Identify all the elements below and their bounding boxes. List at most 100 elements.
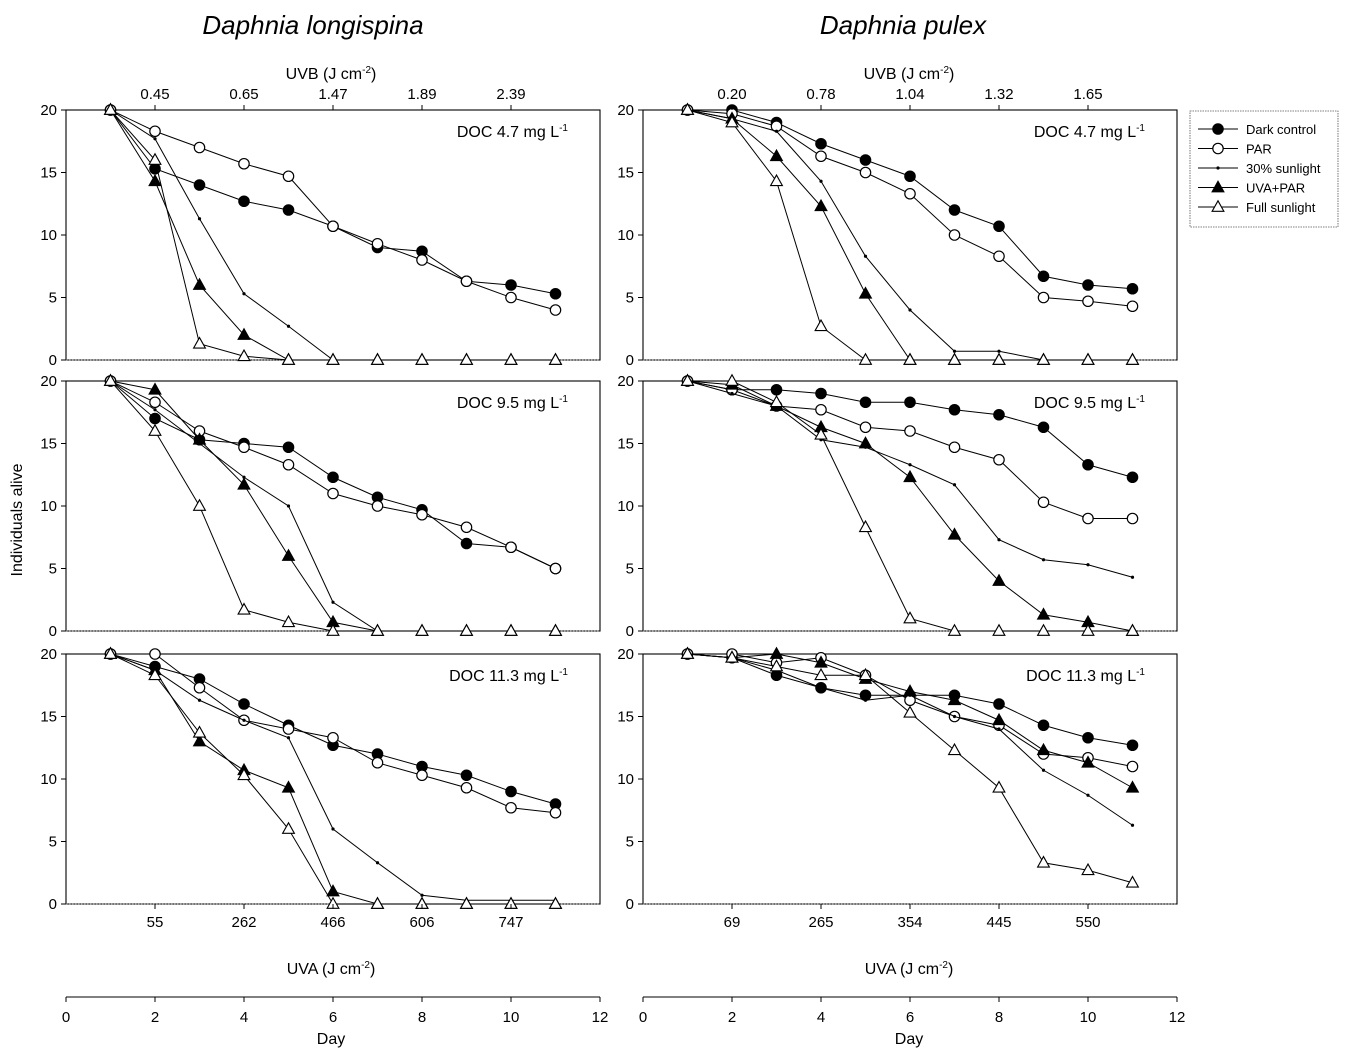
y-tick-label: 20 <box>40 646 57 663</box>
uvb-tick-label: 1.47 <box>318 86 347 103</box>
data-point <box>814 667 828 681</box>
data-point <box>863 698 868 702</box>
data-point <box>192 277 207 290</box>
data-point <box>505 541 517 554</box>
data-point <box>286 324 291 328</box>
data-point <box>1082 295 1094 308</box>
data-point <box>459 896 474 909</box>
y-tick-label: 5 <box>49 834 57 851</box>
data-point <box>282 204 295 216</box>
y-tick-label: 15 <box>40 436 57 453</box>
data-point <box>947 742 962 756</box>
y-tick-label: 10 <box>617 498 634 515</box>
data-point <box>952 714 957 719</box>
data-point <box>730 391 734 396</box>
day-axis-left: 0 2 4 6 8 10 12 <box>62 996 609 1026</box>
data-point <box>1037 270 1050 283</box>
legend: Dark control PAR 30% sunlight UVA+PAR Full s… <box>1189 110 1339 228</box>
data-point <box>1126 282 1139 295</box>
data-point <box>460 275 473 288</box>
day-tick-label: 8 <box>418 1009 426 1026</box>
data-point <box>548 352 563 365</box>
legend-label: 30% sunlight <box>1246 161 1321 176</box>
data-point <box>774 129 779 133</box>
data-point <box>908 308 912 312</box>
uva-tick-label: 747 <box>498 914 523 931</box>
data-point <box>993 698 1005 710</box>
uvb-tick-label: 0.78 <box>806 86 835 103</box>
data-point <box>1125 780 1140 793</box>
data-point <box>149 648 161 660</box>
series-dark-control <box>681 104 1139 295</box>
data-point <box>192 336 207 349</box>
data-point <box>281 548 296 561</box>
data-point <box>1126 760 1139 773</box>
data-point <box>148 152 162 165</box>
panel-longispina-row3: 0 5 10 15 20 DOC 11.3 mg L-1 55 262 466 606 747 <box>40 646 601 931</box>
data-point <box>153 137 157 141</box>
y-tick-label: 5 <box>626 561 634 578</box>
data-point <box>1082 458 1094 471</box>
data-point <box>192 734 207 747</box>
data-point <box>282 458 295 471</box>
data-point <box>814 655 828 668</box>
day-tick-label: 6 <box>906 1009 914 1026</box>
data-point <box>1126 512 1139 525</box>
series-line <box>110 653 556 901</box>
doc-label: DOC 9.5 mg L-1 <box>1034 394 1146 412</box>
data-point <box>858 352 873 365</box>
data-point <box>993 220 1005 233</box>
data-point <box>416 508 428 521</box>
series-line <box>110 380 556 632</box>
data-point <box>237 348 251 362</box>
day-tick-label: 4 <box>817 1009 825 1026</box>
data-point <box>947 352 962 365</box>
day-tick-label: 12 <box>592 1009 609 1026</box>
uva-tick-label: 466 <box>320 914 345 931</box>
series-line <box>687 380 1133 632</box>
data-point <box>992 623 1006 636</box>
data-point <box>769 659 784 672</box>
data-point <box>327 471 339 484</box>
data-point <box>997 727 1001 731</box>
data-point <box>1086 563 1090 567</box>
data-point <box>903 684 917 697</box>
data-point <box>1081 755 1095 768</box>
data-point <box>370 352 385 365</box>
data-point <box>370 896 385 909</box>
data-point <box>149 125 161 138</box>
legend-entry-30-sunlight: 30% sunlight <box>1198 161 1321 176</box>
data-point <box>1126 300 1139 313</box>
data-point <box>549 562 562 575</box>
data-point <box>859 421 872 434</box>
series-line <box>687 109 1133 361</box>
data-point <box>505 279 517 291</box>
data-point <box>1082 279 1094 291</box>
day-tick-label: 12 <box>1169 1009 1186 1026</box>
data-point <box>858 519 873 533</box>
data-point <box>1036 742 1051 756</box>
y-tick-label: 20 <box>40 373 57 390</box>
y-tick-label: 15 <box>617 709 634 726</box>
uva-tick-label: 550 <box>1075 914 1100 931</box>
series-line <box>110 380 556 632</box>
data-point <box>769 394 784 408</box>
legend-label: Full sunlight <box>1246 200 1316 215</box>
data-point <box>1125 352 1140 365</box>
uvb-tick-label: 1.04 <box>895 86 924 103</box>
data-point <box>281 780 296 793</box>
day-axis-right: 0 2 4 6 8 10 12 <box>639 996 1186 1026</box>
data-point <box>992 712 1006 726</box>
y-tick-label: 10 <box>617 771 634 788</box>
panel-frame <box>642 380 1178 632</box>
data-point <box>1041 768 1046 772</box>
data-point <box>815 387 827 400</box>
y-tick-label: 15 <box>617 165 634 182</box>
uva-tick-label: 265 <box>808 914 833 931</box>
data-point <box>548 896 563 909</box>
data-point <box>192 498 207 511</box>
data-point <box>903 469 917 483</box>
data-point <box>1130 823 1135 827</box>
legend-label: PAR <box>1246 142 1272 157</box>
series-uva-par <box>103 646 563 909</box>
